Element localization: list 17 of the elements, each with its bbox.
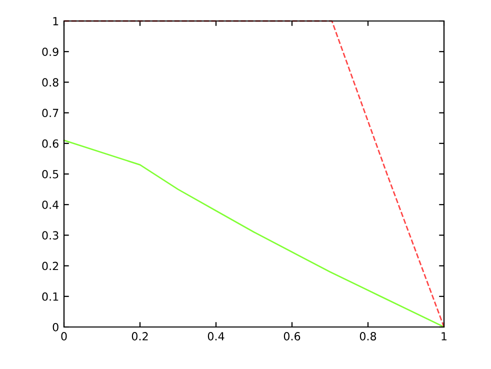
y-tick-label: 0.5 (42, 170, 58, 178)
x-tick-label: 0.2 (132, 332, 148, 340)
y-tick-label: 0.2 (42, 262, 58, 270)
y-tick-label: 0.7 (42, 108, 58, 118)
y-tick-label: 0 (52, 322, 58, 332)
y-tick-label: 0.6 (42, 139, 58, 148)
x-tick-label: 0.8 (360, 332, 376, 340)
x-tick-label: 0 (61, 332, 67, 340)
y-tick-label: 1 (53, 17, 58, 26)
y-tick-label: 0.4 (42, 200, 59, 209)
y-tick-label: 0.3 (42, 231, 58, 240)
x-tick-label: 1 (442, 332, 447, 340)
y-tick-label: 0.8 (42, 78, 58, 87)
y-tick-label: 0.9 (42, 48, 58, 56)
x-tick-label: 0.6 (284, 332, 300, 340)
x-tick-label: 0.4 (208, 332, 224, 340)
y-tick-label: 0.1 (42, 292, 58, 301)
